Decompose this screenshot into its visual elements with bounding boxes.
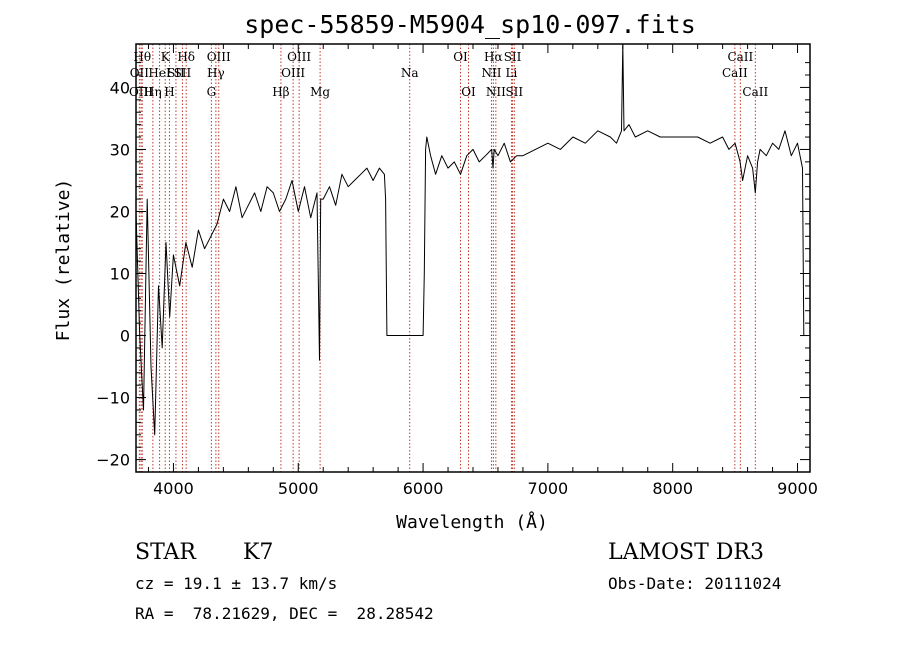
line-label: OIII (287, 50, 311, 64)
x-tick-label: 6000 (403, 479, 444, 498)
line-label: Hα (484, 50, 503, 64)
line-label: HeI (148, 66, 171, 80)
obs-date: Obs-Date: 20111024 (608, 574, 782, 593)
line-label: OI (461, 85, 476, 99)
coordinates: RA = 78.21629, DEC = 28.28542 (135, 604, 434, 623)
x-tick-label: 4000 (153, 479, 194, 498)
line-label: SII (504, 50, 522, 64)
line-label: Li (506, 66, 518, 80)
spectrum-plot: 4000 5000 6000 7000 8000 9000−20−10010203040 … (53, 10, 818, 533)
y-tick-label: 20 (110, 202, 130, 221)
y-tick-label: 0 (120, 327, 130, 346)
line-label: OIII (281, 66, 305, 80)
x-tick-label: 8000 (652, 479, 693, 498)
line-label: SII (505, 85, 523, 99)
x-tick-label: 7000 (528, 479, 569, 498)
line-label: OI (453, 50, 468, 64)
line-label: NII (486, 85, 506, 99)
line-label: Hβ (272, 85, 289, 99)
object-class: STAR (135, 540, 196, 565)
y-tick-label: 10 (110, 265, 130, 284)
axis-ticks: 4000 5000 6000 7000 8000 9000 −20 −10 0 10 20 30 40 (96, 44, 818, 498)
line-label: CaII (742, 85, 768, 99)
spectrum-line (135, 43, 805, 436)
line-labels: HθOIIOIIIHηHeIKHSIISIIHδGHγOIIIHβOIIIOII… (129, 50, 769, 99)
line-label: Hη (144, 85, 162, 99)
y-tick-label: 30 (110, 140, 130, 159)
line-label: OIII (207, 50, 231, 64)
line-label: K (161, 50, 171, 64)
object-subclass: K7 (243, 540, 274, 565)
line-label: Hθ (133, 50, 151, 64)
line-label: H (164, 85, 174, 99)
line-label: OII (130, 66, 150, 80)
line-label: NII (481, 66, 501, 80)
line-label: SII (167, 66, 185, 80)
survey-name: LAMOST DR3 (608, 540, 764, 565)
line-label: Hδ (177, 50, 195, 64)
line-markers (138, 44, 756, 472)
x-tick-label: 5000 (278, 479, 319, 498)
plot-frame (135, 43, 811, 473)
line-label: Na (401, 66, 419, 80)
line-label: OIII (129, 85, 153, 99)
redshift-readout: cz = 19.1 ± 13.7 km/s (135, 574, 338, 593)
y-tick-label: −20 (96, 451, 130, 470)
line-label: G (207, 85, 217, 99)
spectrum-series (135, 43, 805, 436)
x-tick-label: 9000 (777, 479, 818, 498)
line-label: Mg (310, 85, 330, 99)
chart-title: spec-55859-M5904_sp10-097.fits (244, 10, 696, 39)
y-axis-label: Flux (relative) (53, 179, 74, 342)
line-label: CaII (722, 66, 748, 80)
line-label: Hγ (207, 66, 225, 80)
line-label: CaII (727, 50, 753, 64)
y-tick-label: −10 (96, 389, 130, 408)
y-tick-label: 40 (110, 78, 130, 97)
line-label: SII (174, 66, 192, 80)
x-axis-label: Wavelength (Å) (396, 511, 548, 533)
